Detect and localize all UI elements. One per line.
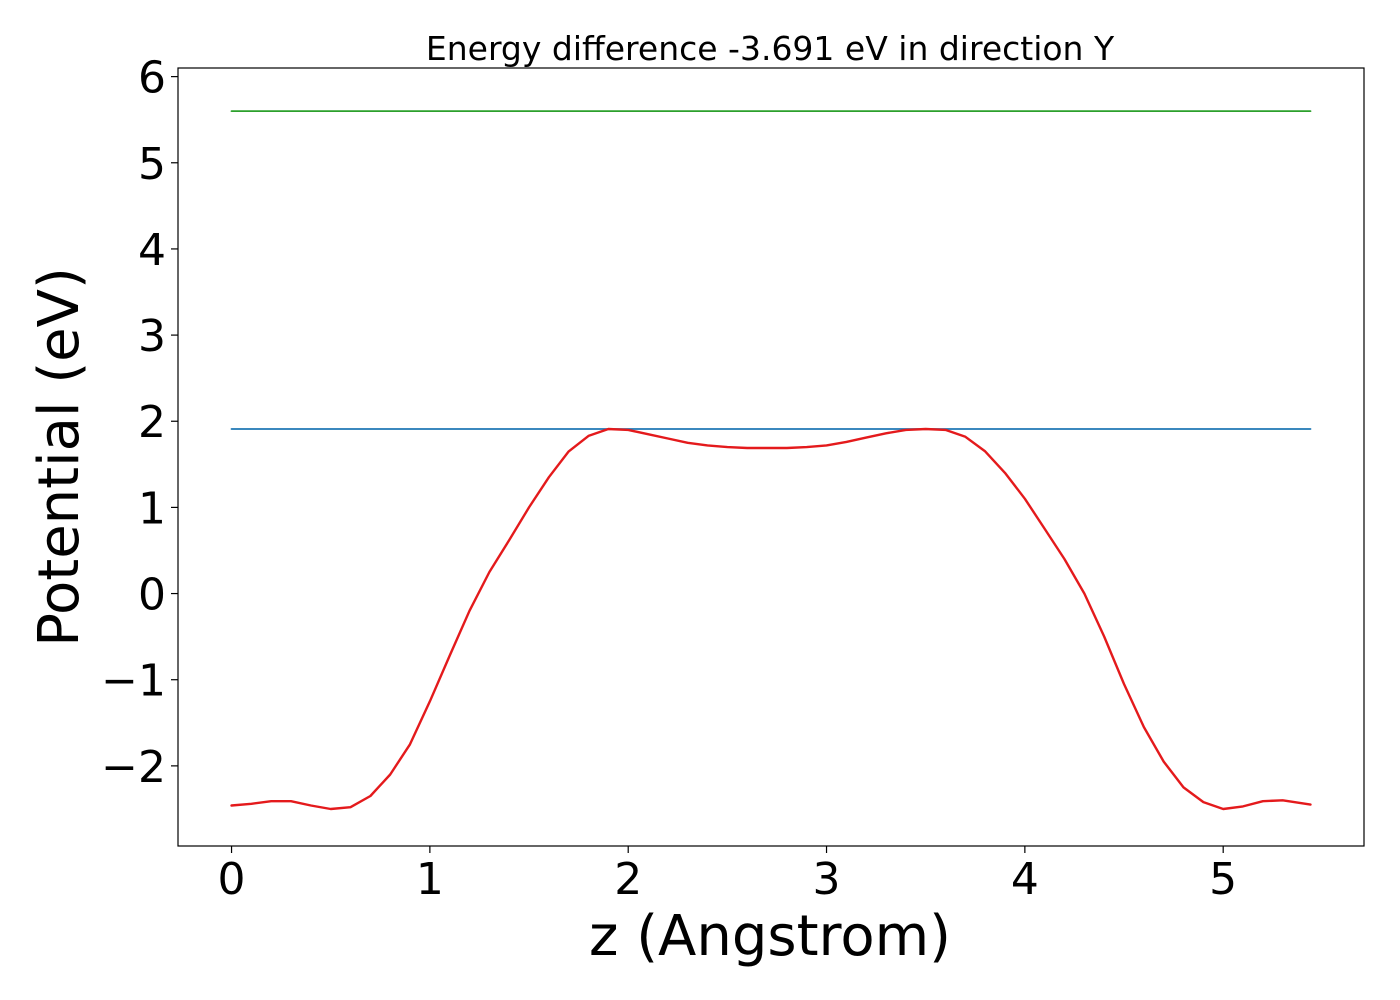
series-layer xyxy=(230,110,1312,811)
chart-title: Energy difference -3.691 eV in direction… xyxy=(426,29,1115,68)
y-axis-label: Potential (eV) xyxy=(27,267,92,647)
y-tick-label: −1 xyxy=(101,656,166,707)
x-axis-label: z (Angstrom) xyxy=(589,904,951,969)
x-tick-label: 0 xyxy=(218,854,246,905)
y-tick-label: 6 xyxy=(138,53,166,104)
y-tick-label: 1 xyxy=(138,483,166,534)
y-tick-label: 3 xyxy=(138,311,166,362)
x-tick-label: 2 xyxy=(614,854,642,905)
y-tick-label: 5 xyxy=(138,139,166,190)
tick-labels: 0 1 2 3 4 5 −2 −1 0 1 2 3 4 5 6 xyxy=(101,53,1237,905)
tick-marks xyxy=(171,76,1224,853)
y-tick-label: 2 xyxy=(138,397,166,448)
series-line-potential xyxy=(230,427,1312,811)
y-tick-label: 0 xyxy=(138,570,166,621)
y-tick-label: 4 xyxy=(138,225,166,276)
y-tick-label: −2 xyxy=(101,742,166,793)
x-tick-label: 5 xyxy=(1209,854,1237,905)
x-tick-label: 4 xyxy=(1011,854,1039,905)
x-tick-label: 3 xyxy=(813,854,841,905)
x-tick-label: 1 xyxy=(416,854,444,905)
plot-frame xyxy=(177,67,1365,847)
